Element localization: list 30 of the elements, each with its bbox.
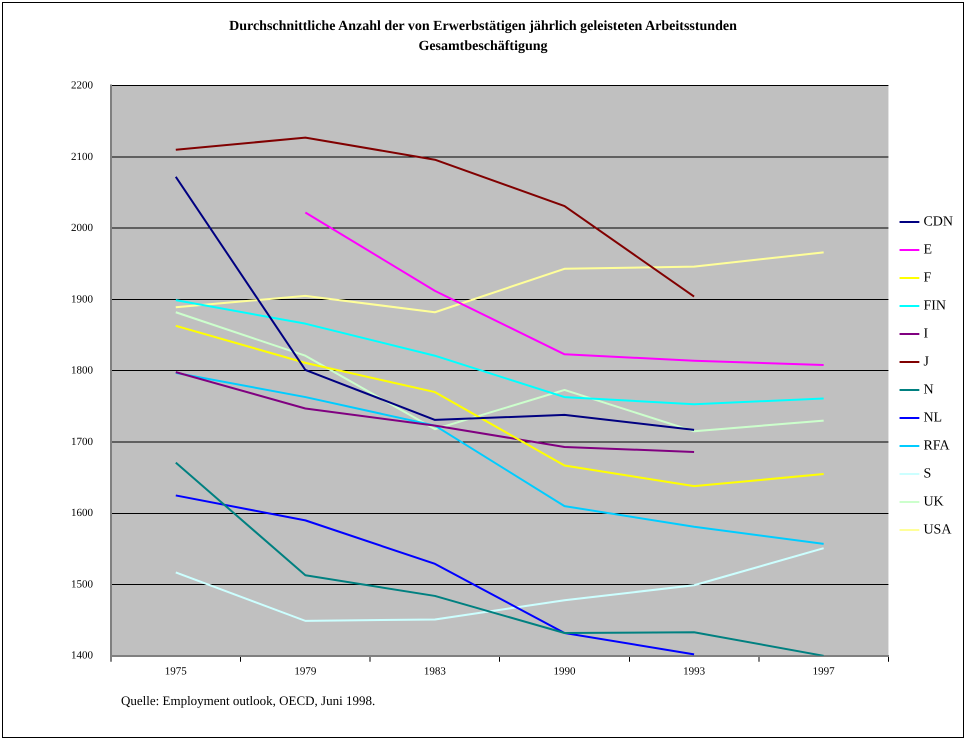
- y-tick-label: 2200: [71, 79, 94, 92]
- y-tick-label: 2000: [71, 222, 94, 234]
- legend-label: E: [923, 242, 932, 258]
- legend-label: USA: [923, 522, 952, 538]
- legend-label: I: [923, 326, 928, 342]
- y-tick-label: 1500: [71, 578, 94, 590]
- legend-label: UK: [923, 494, 944, 510]
- legend-label: RFA: [923, 438, 951, 454]
- x-tick-label: 1997: [812, 665, 836, 678]
- chart-title: Durchschnittliche Anzahl der von Erwerbstätigen jährlich geleisteten Arbeitsstunden: [228, 18, 738, 36]
- legend-label: NL: [923, 410, 942, 426]
- y-tick-label: 1900: [71, 293, 94, 306]
- legend-label: S: [923, 466, 932, 482]
- x-tick-label: 1983: [424, 665, 446, 678]
- legend-label: J: [923, 354, 930, 370]
- x-tick-label: 1990: [554, 665, 576, 678]
- chart-subtitle: Gesamtbeschäftigung: [417, 38, 549, 56]
- x-tick-label: 1979: [294, 665, 317, 678]
- x-tick-label: 1975: [164, 665, 188, 678]
- x-tick-label: 1993: [683, 665, 706, 678]
- y-tick-label: 1700: [71, 436, 94, 448]
- source-note: Quelle: Employment outlook, OECD, Juni 1998.: [121, 693, 376, 709]
- y-tick-label: 1400: [71, 650, 94, 662]
- legend-label: N: [923, 382, 934, 398]
- legend-label: FIN: [923, 298, 946, 314]
- legend-label: F: [923, 270, 932, 286]
- legend-label: CDN: [923, 214, 954, 230]
- y-tick-label: 2100: [71, 150, 94, 163]
- y-tick-label: 1600: [71, 507, 94, 520]
- y-tick-label: 1800: [71, 364, 94, 377]
